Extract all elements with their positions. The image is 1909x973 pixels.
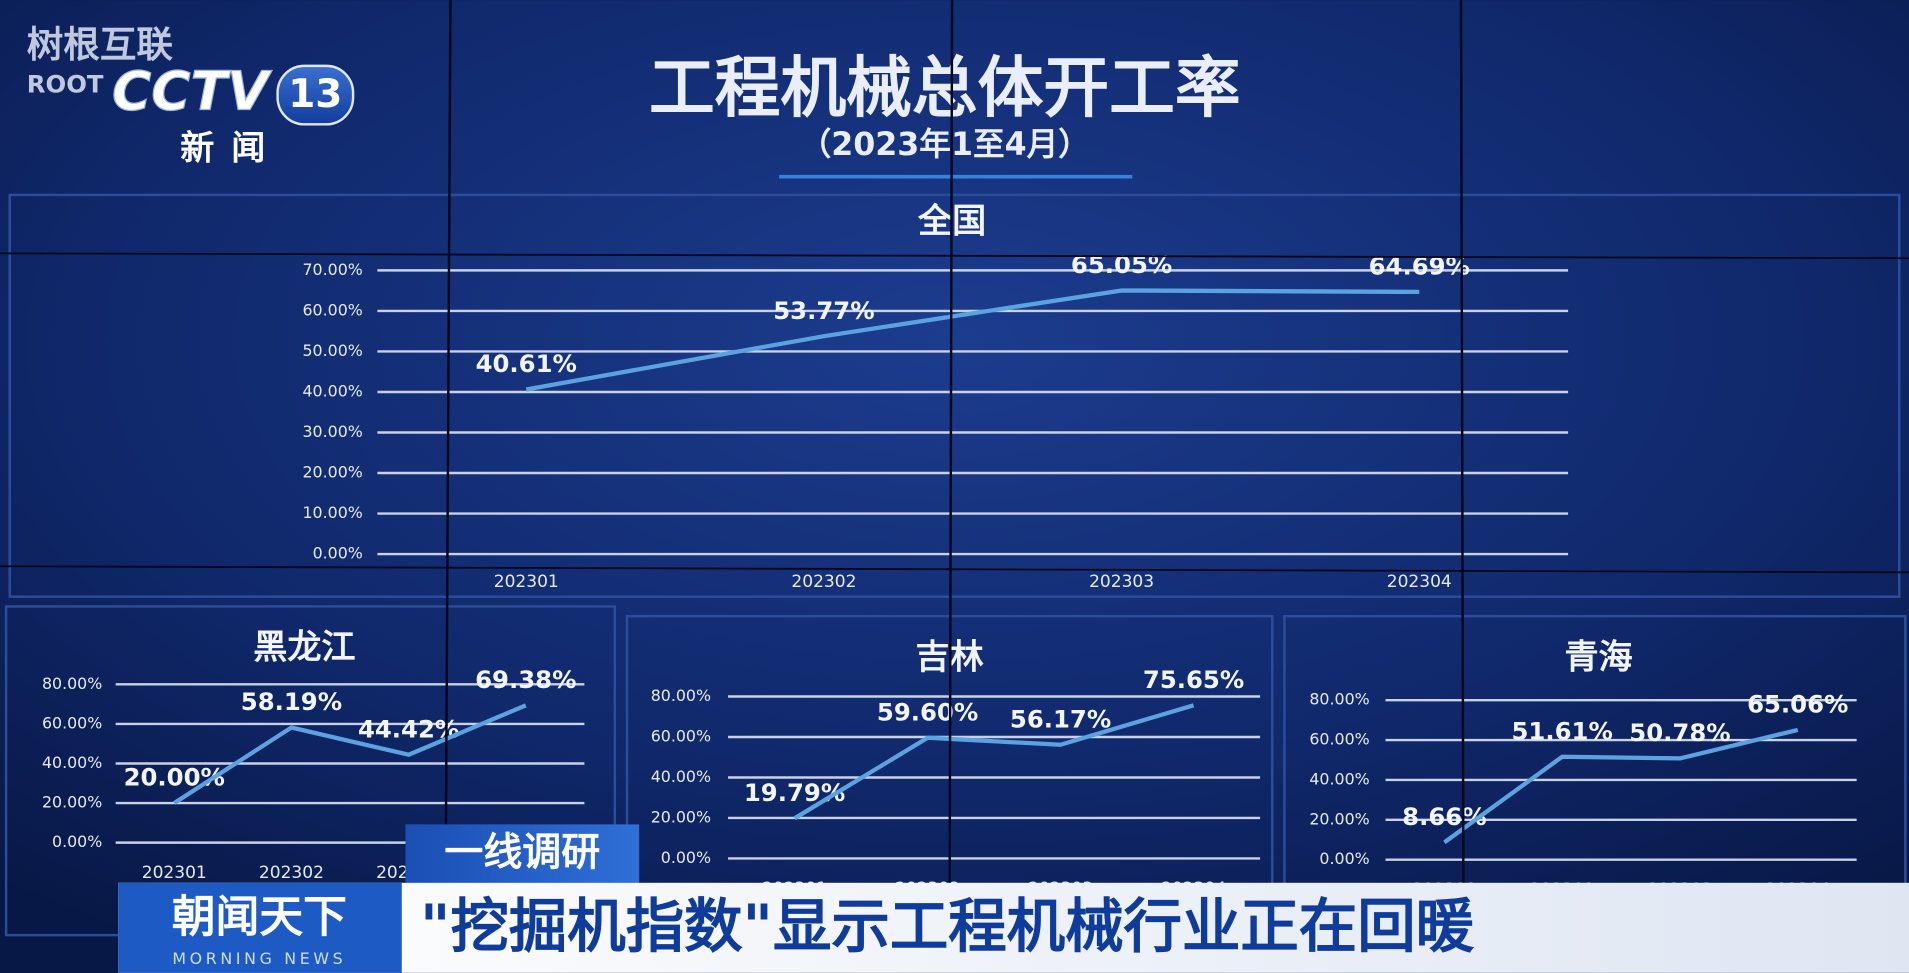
screen-seam — [444, 0, 452, 889]
data-label: 58.19% — [241, 687, 342, 716]
y-tick-label: 80.00% — [42, 674, 102, 693]
chart-title: 黑龙江 — [253, 628, 355, 668]
data-label: 69.38% — [475, 665, 576, 694]
x-tick-label: 202303 — [1089, 572, 1154, 592]
x-tick-label: 202301 — [494, 572, 559, 592]
data-label: 40.61% — [476, 349, 577, 378]
y-tick-label: 0.00% — [52, 832, 102, 851]
data-label: 59.60% — [877, 697, 978, 726]
y-tick-label: 80.00% — [651, 686, 711, 705]
page-subtitle: （2023年1至4月） — [800, 127, 1090, 163]
y-tick-label: 20.00% — [1309, 809, 1369, 828]
data-label: 50.78% — [1629, 718, 1730, 747]
y-tick-label: 20.00% — [42, 793, 102, 812]
data-label: 56.17% — [1010, 704, 1111, 733]
y-tick-label: 0.00% — [1319, 849, 1369, 868]
data-label: 53.77% — [773, 296, 874, 325]
channel-logo: CCTV — [112, 60, 272, 123]
y-tick-label: 40.00% — [303, 381, 363, 400]
y-tick-label: 80.00% — [1309, 690, 1369, 709]
channel-badge — [276, 64, 355, 126]
data-line — [525, 288, 1420, 392]
y-tick-label: 60.00% — [42, 713, 102, 732]
y-tick-label: 10.00% — [303, 503, 363, 522]
data-line — [173, 703, 527, 805]
data-label: 20.00% — [124, 763, 225, 792]
screen-seam — [0, 565, 1909, 574]
screen-seam — [948, 0, 954, 889]
y-tick-label: 0.00% — [661, 848, 711, 867]
y-tick-label: 60.00% — [1309, 730, 1369, 749]
program-box — [118, 882, 402, 973]
x-tick-label: 202302 — [259, 863, 324, 883]
panel — [8, 193, 1901, 598]
y-tick-label: 20.00% — [303, 463, 363, 482]
watermark: ROOT — [27, 69, 104, 98]
y-tick-label: 20.00% — [651, 807, 711, 826]
data-label: 75.65% — [1143, 665, 1244, 694]
data-line — [793, 703, 1195, 821]
y-tick-label: 40.00% — [1309, 769, 1369, 788]
channel-number: 13 — [288, 72, 342, 117]
x-tick-label: 202302 — [791, 572, 856, 592]
screen-seam — [0, 252, 1909, 260]
y-tick-label: 40.00% — [651, 767, 711, 786]
channel-name: 新闻 — [180, 128, 282, 168]
watermark: 树根互联 — [27, 23, 174, 66]
y-tick-label: 70.00% — [303, 260, 363, 279]
x-tick-label: 202301 — [142, 863, 207, 883]
data-label: 65.05% — [1071, 250, 1172, 279]
tag-box — [405, 824, 640, 883]
headline: "挖掘机指数"显示工程机械行业正在回暖 — [420, 892, 1475, 960]
headline-strip — [118, 882, 1909, 973]
screen-seam — [1459, 0, 1465, 889]
x-tick-label: 202304 — [1387, 572, 1452, 592]
data-label: 8.66% — [1402, 802, 1486, 831]
data-label: 19.79% — [744, 778, 845, 807]
y-tick-label: 50.00% — [303, 341, 363, 360]
y-tick-label: 60.00% — [303, 300, 363, 319]
y-tick-label: 0.00% — [313, 544, 363, 563]
y-tick-label: 40.00% — [42, 753, 102, 772]
y-tick-label: 60.00% — [651, 726, 711, 745]
tag: 一线调研 — [444, 830, 600, 875]
program-en: MORNING NEWS — [172, 949, 346, 968]
data-label: 64.69% — [1369, 252, 1470, 281]
data-label: 51.61% — [1512, 716, 1613, 745]
program-name: 朝闻天下 — [172, 891, 347, 942]
chart-title: 青海 — [1564, 637, 1632, 677]
y-tick-label: 30.00% — [303, 422, 363, 441]
page-title: 工程机械总体开工率 — [649, 50, 1241, 127]
data-label: 65.06% — [1747, 690, 1848, 719]
data-line — [1443, 727, 1799, 845]
